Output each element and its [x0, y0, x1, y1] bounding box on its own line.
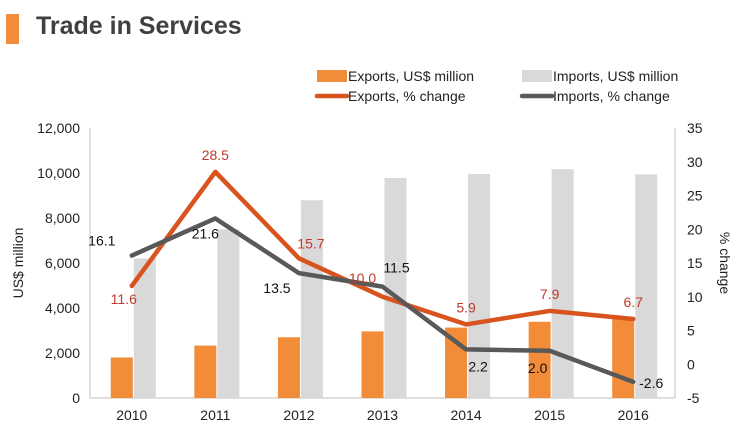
imports-change-label: 11.5	[383, 260, 409, 276]
y-right-tick-label: 10	[687, 289, 703, 305]
y-right-tick-label: 5	[687, 323, 695, 339]
y-left-tick-label: 6,000	[45, 255, 80, 271]
y-right-tick-label: -5	[687, 390, 700, 406]
imports-change-label: 2.0	[528, 360, 548, 376]
imports-bar	[133, 258, 156, 398]
y-right-tick-label: 35	[687, 120, 703, 136]
imports-change-label: -2.6	[639, 375, 663, 391]
exports-bar	[361, 331, 384, 398]
exports-change-label: 6.7	[623, 294, 643, 310]
legend-label: Imports, US$ million	[553, 68, 678, 84]
legend-label: Exports, US$ million	[348, 68, 474, 84]
exports-change-label: 15.7	[297, 235, 324, 251]
y-left-axis-title: US$ million	[10, 228, 26, 299]
x-tick-label: 2012	[283, 407, 314, 423]
x-tick-label: 2010	[116, 407, 147, 423]
imports-change-label: 16.1	[88, 233, 115, 249]
imports-change-label: 2.2	[468, 358, 488, 374]
y-left-tick-label: 0	[72, 390, 80, 406]
exports-bar	[194, 345, 217, 398]
exports-change-line	[129, 169, 636, 327]
data-labels-group: 11.6 28.5 15.7 10.0 5.9 7.9 6.7 16.1 21.6 13.5 11.…	[88, 147, 663, 391]
y-left-tick-label: 10,000	[37, 165, 80, 181]
legend-label: Exports, % change	[348, 88, 466, 104]
page-title: Trade in Services	[36, 12, 242, 40]
imports-bar	[468, 173, 491, 398]
exports-bar	[612, 317, 635, 398]
imports-bar	[551, 169, 574, 398]
y-left-tick-label: 4,000	[45, 300, 80, 316]
chart-axes: 0 2,000 4,000 6,000 8,000 10,000 12,000 -5 0 5 10 1…	[10, 120, 731, 423]
imports-change-label: 13.5	[263, 280, 290, 296]
y-right-tick-label: 25	[687, 188, 703, 204]
y-right-tick-label: 20	[687, 221, 703, 237]
y-right-tick-label: 30	[687, 154, 703, 170]
exports-bar	[528, 321, 551, 398]
y-right-tick-label: 0	[687, 356, 695, 372]
chart-legend: Exports, US$ million Imports, US$ million…	[314, 68, 678, 104]
x-tick-label: 2013	[367, 407, 398, 423]
imports-bar	[635, 174, 658, 398]
x-tick-label: 2011	[200, 407, 230, 423]
imports-bar	[300, 200, 323, 398]
exports-bar	[110, 357, 133, 398]
exports-change-label: 11.6	[111, 291, 137, 307]
y-left-tick-label: 8,000	[45, 210, 80, 226]
y-left-tick-label: 2,000	[45, 345, 80, 361]
imports-bar	[217, 229, 240, 398]
title-accent-bar	[6, 14, 19, 44]
imports-bar	[384, 177, 407, 398]
x-tick-label: 2015	[534, 407, 565, 423]
legend-swatch	[317, 70, 347, 82]
y-right-tick-label: 15	[687, 255, 703, 271]
legend-label: Imports, % change	[553, 88, 670, 104]
exports-change-label: 10.0	[349, 270, 376, 286]
exports-change-label: 5.9	[456, 299, 476, 315]
y-left-tick-label: 12,000	[37, 120, 80, 136]
exports-change-label: 28.5	[202, 147, 229, 163]
line-series-group	[129, 169, 636, 385]
imports-change-line	[129, 216, 636, 385]
legend-swatch	[522, 70, 552, 82]
exports-bar	[277, 337, 300, 398]
exports-change-label: 7.9	[540, 286, 560, 302]
x-tick-label: 2016	[618, 407, 649, 423]
imports-change-label: 21.6	[192, 225, 219, 241]
y-right-axis-title: % change	[717, 232, 731, 294]
x-tick-label: 2014	[450, 407, 481, 423]
